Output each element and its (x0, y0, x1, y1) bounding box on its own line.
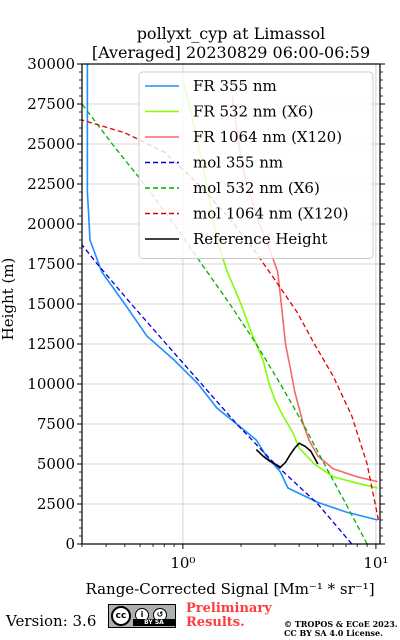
y-axis-label: Height (m) (0, 257, 17, 341)
chart-axes: 0 2500 5000 7500 10000 12500 15000 17500 20000 22… (27, 55, 388, 572)
series-line-3 (82, 244, 353, 544)
legend-label: FR 355 nm (193, 77, 277, 95)
chart-title-line1: pollyxt_cyp at Limassol (136, 24, 326, 43)
chart-svg: 0 2500 5000 7500 10000 12500 15000 17500 20000 22… (27, 55, 388, 572)
version-label: Version: 3.6 (6, 612, 97, 630)
legend-box (138, 71, 374, 259)
y-tick-label: 15000 (27, 295, 75, 313)
x-tick-label: 10¹ (363, 554, 388, 572)
license-badge-text: BY SA (133, 619, 175, 626)
preliminary-notice: Preliminary Results. (186, 601, 272, 630)
chart-title-line2: [Averaged] 20230829 06:00-06:59 (91, 43, 371, 62)
legend-label: Reference Height (193, 230, 327, 248)
y-tick-label: 20000 (27, 215, 75, 233)
y-tick-label: 12500 (27, 335, 75, 353)
legend-label: FR 532 nm (X6) (193, 103, 313, 121)
chart-legend: FR 355 nm FR 532 nm (X6) FR 1064 nm (X120)… (138, 71, 374, 259)
y-tick-label: 25000 (27, 135, 75, 153)
y-tick-label: 5000 (37, 455, 75, 473)
series-line-6 (255, 442, 319, 469)
x-axis-label: Range-Corrected Signal [Mm⁻¹ * sr⁻¹] (85, 580, 375, 598)
y-tick-label: 17500 (27, 255, 75, 273)
series-line-0 (86, 64, 378, 521)
y-tick-label: 10000 (27, 375, 75, 393)
y-tick-label: 7500 (37, 415, 75, 433)
cc-by-sa-icon: cc i ↺ BY SA (108, 604, 176, 628)
y-tick-label: 0 (65, 535, 75, 553)
y-tick-label: 22500 (27, 175, 75, 193)
y-tick-label: 2500 (37, 495, 75, 513)
legend-label: mol 355 nm (193, 154, 283, 172)
y-tick-label: 27500 (27, 95, 75, 113)
legend-label: mol 1064 nm (X120) (193, 205, 348, 223)
y-tick-label: 30000 (27, 55, 75, 73)
legend-label: FR 1064 nm (X120) (193, 128, 342, 146)
copyright-notice: © TROPOS & ECoE 2023. CC BY SA 4.0 Licen… (284, 619, 398, 638)
legend-label: mol 532 nm (X6) (193, 179, 320, 197)
x-tick-label: 10⁰ (170, 554, 195, 572)
